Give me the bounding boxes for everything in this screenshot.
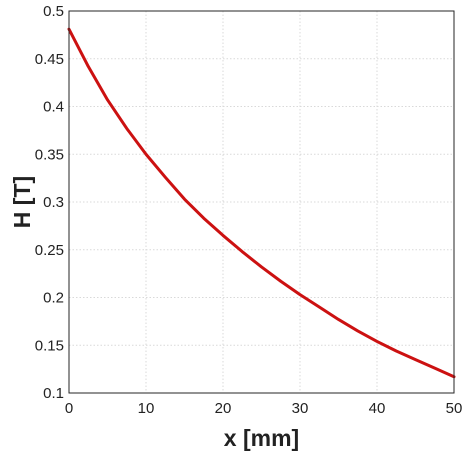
x-tick-labels: 0 10 20 30 40 50: [65, 400, 463, 417]
y-tick-label: 0.35: [35, 146, 64, 163]
x-tick-label: 30: [292, 400, 309, 417]
plot-frame: [68, 10, 455, 394]
y-axis-label: H [T]: [9, 176, 35, 228]
y-tick-label: 0.4: [43, 99, 64, 116]
x-tick-label: 50: [446, 400, 463, 417]
x-tick-label: 10: [138, 400, 155, 417]
x-tick-label: 40: [369, 400, 386, 417]
series-line: [67, 27, 456, 379]
y-tick-label: 0.15: [35, 337, 64, 354]
series-layer: [67, 27, 456, 379]
y-tick-labels: 0.1 0.15 0.2 0.25 0.3 0.35 0.4 0.45 0.5: [35, 3, 64, 402]
y-tick-label: 0.2: [43, 290, 64, 307]
x-axis-label: x [mm]: [224, 425, 299, 451]
y-tick-label: 0.1: [43, 385, 64, 402]
y-tick-label: 0.45: [35, 51, 64, 68]
x-tick-label: 0: [65, 400, 73, 417]
y-tick-label: 0.5: [43, 3, 64, 20]
grid: [68, 10, 455, 394]
y-tick-label: 0.25: [35, 242, 64, 259]
y-tick-label: 0.3: [43, 194, 64, 211]
x-tick-label: 20: [215, 400, 232, 417]
